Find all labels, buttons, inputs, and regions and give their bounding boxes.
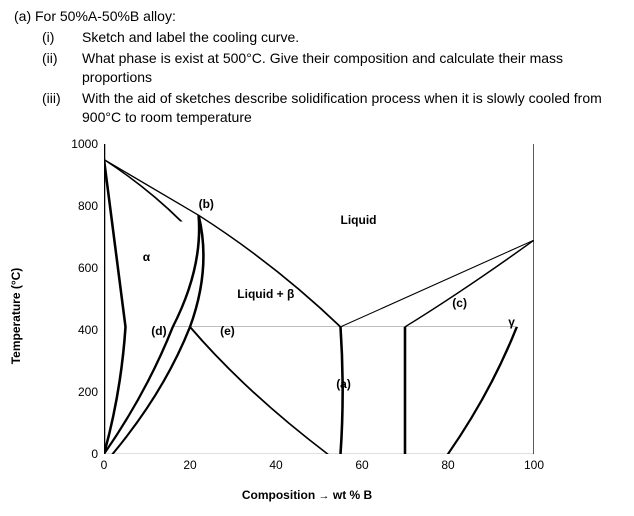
phase-diagram: Temperature (°C) Composition → wt % B 10… — [24, 136, 564, 496]
region-label-d: (d) — [151, 324, 166, 338]
question-item: (iii) With the aid of sketches describe … — [42, 89, 620, 127]
arrow-right-icon: → — [319, 490, 330, 502]
question-item: (ii) What phase is exist at 500°C. Give … — [42, 49, 620, 87]
curve-bottom-right — [448, 327, 517, 454]
plot-area: 1000 800 600 400 200 0 0 20 40 60 80 100… — [104, 144, 534, 454]
question-item-text: What phase is exist at 500°C. Give their… — [82, 49, 620, 87]
x-axis-label-pre: Composition — [242, 488, 315, 502]
region-label-gamma: γ — [508, 315, 515, 329]
y-tick-label: 0 — [91, 447, 98, 461]
curve-right-liquidus — [199, 216, 534, 328]
curve-left-solidus — [104, 160, 181, 222]
curve-bottom-left — [190, 327, 328, 454]
question-list: (i) Sketch and label the cooling curve. … — [42, 28, 620, 126]
x-tick-label: 20 — [183, 458, 196, 472]
y-tick-label: 600 — [78, 261, 98, 275]
x-axis-label: Composition → wt % B — [242, 488, 372, 502]
question-item-text: Sketch and label the cooling curve. — [82, 28, 620, 47]
y-tick-label: 200 — [78, 385, 98, 399]
question-item-num: (iii) — [42, 89, 82, 127]
region-label-alpha: α — [143, 250, 150, 264]
y-axis-label: Temperature (°C) — [9, 268, 23, 365]
question-header: (a) For 50%A-50%B alloy: — [14, 8, 620, 24]
question-item: (i) Sketch and label the cooling curve. — [42, 28, 620, 47]
phase-diagram-svg — [104, 144, 534, 454]
x-axis-label-post: wt % B — [333, 488, 372, 502]
x-tick-label: 40 — [269, 458, 282, 472]
y-tick-label: 1000 — [71, 137, 98, 151]
question-item-num: (ii) — [42, 49, 82, 87]
region-label-a: (a) — [336, 377, 351, 391]
frame-top-right — [104, 144, 534, 454]
curve-alpha-solvus — [104, 160, 126, 455]
y-tick-label: 800 — [78, 199, 98, 213]
region-label-b: (b) — [199, 197, 214, 211]
x-tick-label: 0 — [101, 458, 108, 472]
axes — [104, 144, 534, 454]
x-tick-label: 60 — [355, 458, 368, 472]
region-label-e: (e) — [220, 324, 235, 338]
question-item-num: (i) — [42, 28, 82, 47]
y-tick-label: 400 — [78, 323, 98, 337]
question-item-text: With the aid of sketches describe solidi… — [82, 89, 620, 127]
curve-left-liquidus — [104, 160, 199, 216]
region-label-liquid: Liquid — [341, 213, 377, 227]
region-label-liquid-beta: Liquid + β — [237, 287, 294, 301]
x-tick-label: 100 — [524, 458, 544, 472]
x-tick-label: 80 — [441, 458, 454, 472]
region-label-c: (c) — [452, 296, 467, 310]
